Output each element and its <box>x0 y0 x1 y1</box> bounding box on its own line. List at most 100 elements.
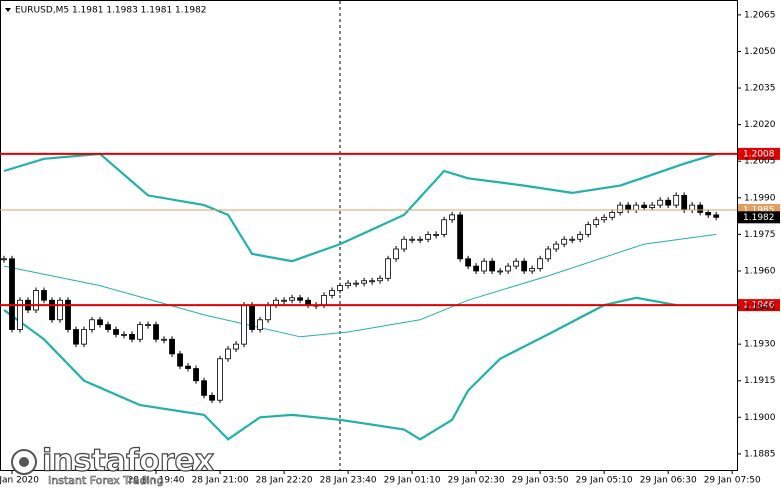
candle-body <box>241 304 247 345</box>
candle-body <box>425 233 432 240</box>
candle-body <box>681 194 688 211</box>
y-tick-label: 1.1915 <box>744 376 776 386</box>
candle-body <box>385 258 392 279</box>
x-tick-label: 28 Jan 21:00 <box>192 476 249 486</box>
candle-body <box>289 297 295 301</box>
candle-body <box>585 224 592 235</box>
candle-body <box>73 329 79 345</box>
candle-body <box>345 282 351 287</box>
candle-body <box>633 204 640 211</box>
candle-body <box>641 204 648 208</box>
candle-body <box>457 214 464 260</box>
x-tick-label: 28 Jan 23:40 <box>320 476 377 486</box>
candle-body <box>505 265 512 272</box>
candle-body <box>465 258 472 267</box>
candle-body <box>17 299 23 330</box>
y-tick-label: 1.1960 <box>744 266 776 276</box>
candle-body <box>161 338 167 341</box>
price-tag <box>738 299 780 312</box>
candle-body <box>81 329 87 345</box>
candle-body <box>193 368 199 382</box>
price-tag-label: 1.2008 <box>743 149 775 159</box>
x-tick-label: 29 Jan 07:50 <box>704 476 761 486</box>
candle-body <box>593 219 600 226</box>
y-tick-label: 1.2005 <box>744 157 776 167</box>
candle-body <box>33 290 39 311</box>
price-tag-label: 1.1946 <box>743 301 775 311</box>
y-tick-label: 1.1900 <box>744 413 776 423</box>
candle-body <box>353 282 359 285</box>
candle-body <box>649 204 656 208</box>
candle-body <box>113 329 119 335</box>
candle-body <box>217 358 223 401</box>
x-tick-label: 29 Jan 05:10 <box>576 476 633 486</box>
candle-body <box>9 258 15 330</box>
candle-body <box>153 324 159 340</box>
candle-body <box>225 348 231 360</box>
candle-body <box>657 199 664 206</box>
candle-body <box>121 333 127 336</box>
symbol-triangle <box>5 8 11 12</box>
candle-body <box>321 294 327 306</box>
price-tag <box>738 211 780 224</box>
watermark-tagline: Instant Forex Trading <box>48 474 164 487</box>
candle-body <box>137 324 143 340</box>
candle-body <box>521 260 528 272</box>
candle-body <box>89 319 95 330</box>
candle-body <box>529 268 536 272</box>
candle-body <box>297 297 303 301</box>
candle-body <box>577 233 584 240</box>
candle-body <box>393 248 400 260</box>
candle-body <box>329 290 335 296</box>
y-tick-label: 1.1930 <box>744 340 776 350</box>
y-tick-label: 1.2050 <box>744 47 776 57</box>
candle-body <box>697 204 704 213</box>
logo-icon <box>19 457 29 467</box>
candle-body <box>489 260 496 272</box>
candle-body <box>169 338 175 355</box>
candle-body <box>49 299 55 321</box>
candle-body <box>41 290 47 301</box>
candle-body <box>57 299 63 321</box>
candle-body <box>441 219 448 235</box>
candle-body <box>409 238 416 241</box>
y-tick-label: 1.2035 <box>744 84 776 94</box>
middle-line <box>3 233 717 338</box>
candle-body <box>97 319 103 326</box>
candle-body <box>673 194 680 206</box>
candle-body <box>569 238 576 241</box>
candle-body <box>337 285 343 291</box>
candle-body <box>433 233 440 236</box>
candle-body <box>201 380 207 396</box>
candle-body <box>209 394 215 401</box>
candle-body <box>233 343 239 350</box>
price-tag <box>738 147 780 160</box>
x-tick-label: 28 Jan 19:40 <box>128 476 185 486</box>
candle-body <box>369 280 376 283</box>
watermark: instaforex Instant Forex Trading <box>11 443 215 487</box>
x-tick-label: 29 Jan 02:30 <box>448 476 505 486</box>
x-tick-label: 28 Jan 22:20 <box>256 476 313 486</box>
price-tag-label: 1.1985 <box>743 206 775 216</box>
candle-body <box>713 214 720 218</box>
candle-body <box>145 324 151 327</box>
candle-body <box>449 214 456 221</box>
candle-body <box>129 333 135 340</box>
candle-body <box>545 248 552 260</box>
candle-body <box>265 304 271 321</box>
price-tag-label: 1.1982 <box>743 213 775 223</box>
candle-body <box>401 238 408 250</box>
lower-band <box>3 296 677 441</box>
candle-body <box>665 199 672 206</box>
candle-body <box>497 270 504 273</box>
candle-body <box>537 258 544 269</box>
candle-body <box>625 204 632 211</box>
y-tick-label: 1.1945 <box>744 303 776 313</box>
x-tick-label: 29 Jan 06:30 <box>640 476 697 486</box>
candle-body <box>609 212 616 218</box>
y-tick-label: 1.2065 <box>744 10 776 20</box>
candle-body <box>377 277 384 282</box>
y-tick-label: 1.1975 <box>744 230 776 240</box>
candle-body <box>481 260 488 272</box>
